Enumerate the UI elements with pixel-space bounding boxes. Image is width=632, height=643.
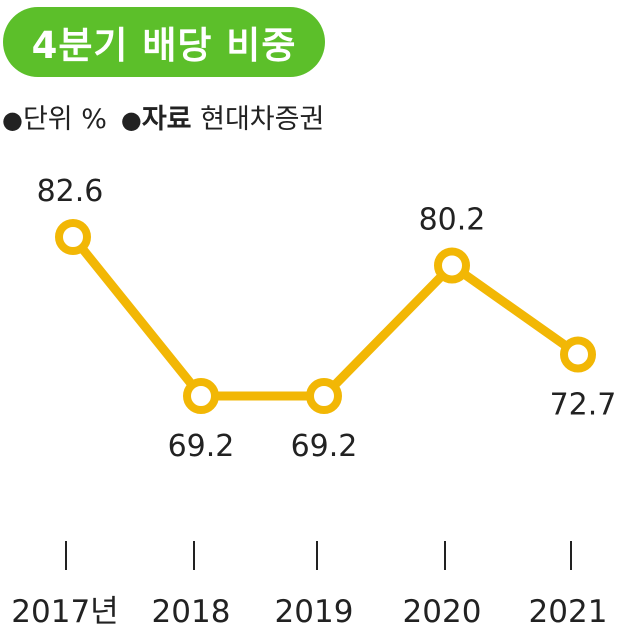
chart-meta: ●단위 % ●자료 현대차증권 [2,97,324,136]
x-tick-label: 2017년 [11,594,118,630]
data-label: 69.2 [291,429,358,464]
data-label: 82.6 [37,174,104,209]
unit-label: 단위 [22,104,73,135]
data-label: 72.7 [550,387,617,422]
data-label: 69.2 [168,429,235,464]
source-label: 자료 [141,104,192,135]
data-point [560,336,596,373]
bullet-icon: ● [2,106,23,134]
unit-value: % [81,104,107,135]
source-value: 현대차증권 [200,104,325,135]
bullet-icon: ● [120,106,142,134]
series-line [68,232,583,401]
data-point [55,219,91,255]
data-point [434,247,470,284]
data-point [183,378,219,414]
x-tick-label: 2021 [529,594,608,630]
x-axis: 2017년 2018 2019 2020 2021 [11,541,607,630]
data-point [306,378,342,414]
data-label-layer: 82.6 69.2 69.2 80.2 72.7 [37,174,617,464]
series-layer [55,219,596,414]
data-label: 80.2 [419,202,486,237]
x-tick-label: 2018 [152,594,231,630]
x-tick-label: 2019 [275,594,354,630]
chart-title: 4분기 배당 비중 [31,24,297,67]
x-tick-label: 2020 [403,594,482,630]
chart-title-badge: 4분기 배당 비중 [3,7,325,77]
